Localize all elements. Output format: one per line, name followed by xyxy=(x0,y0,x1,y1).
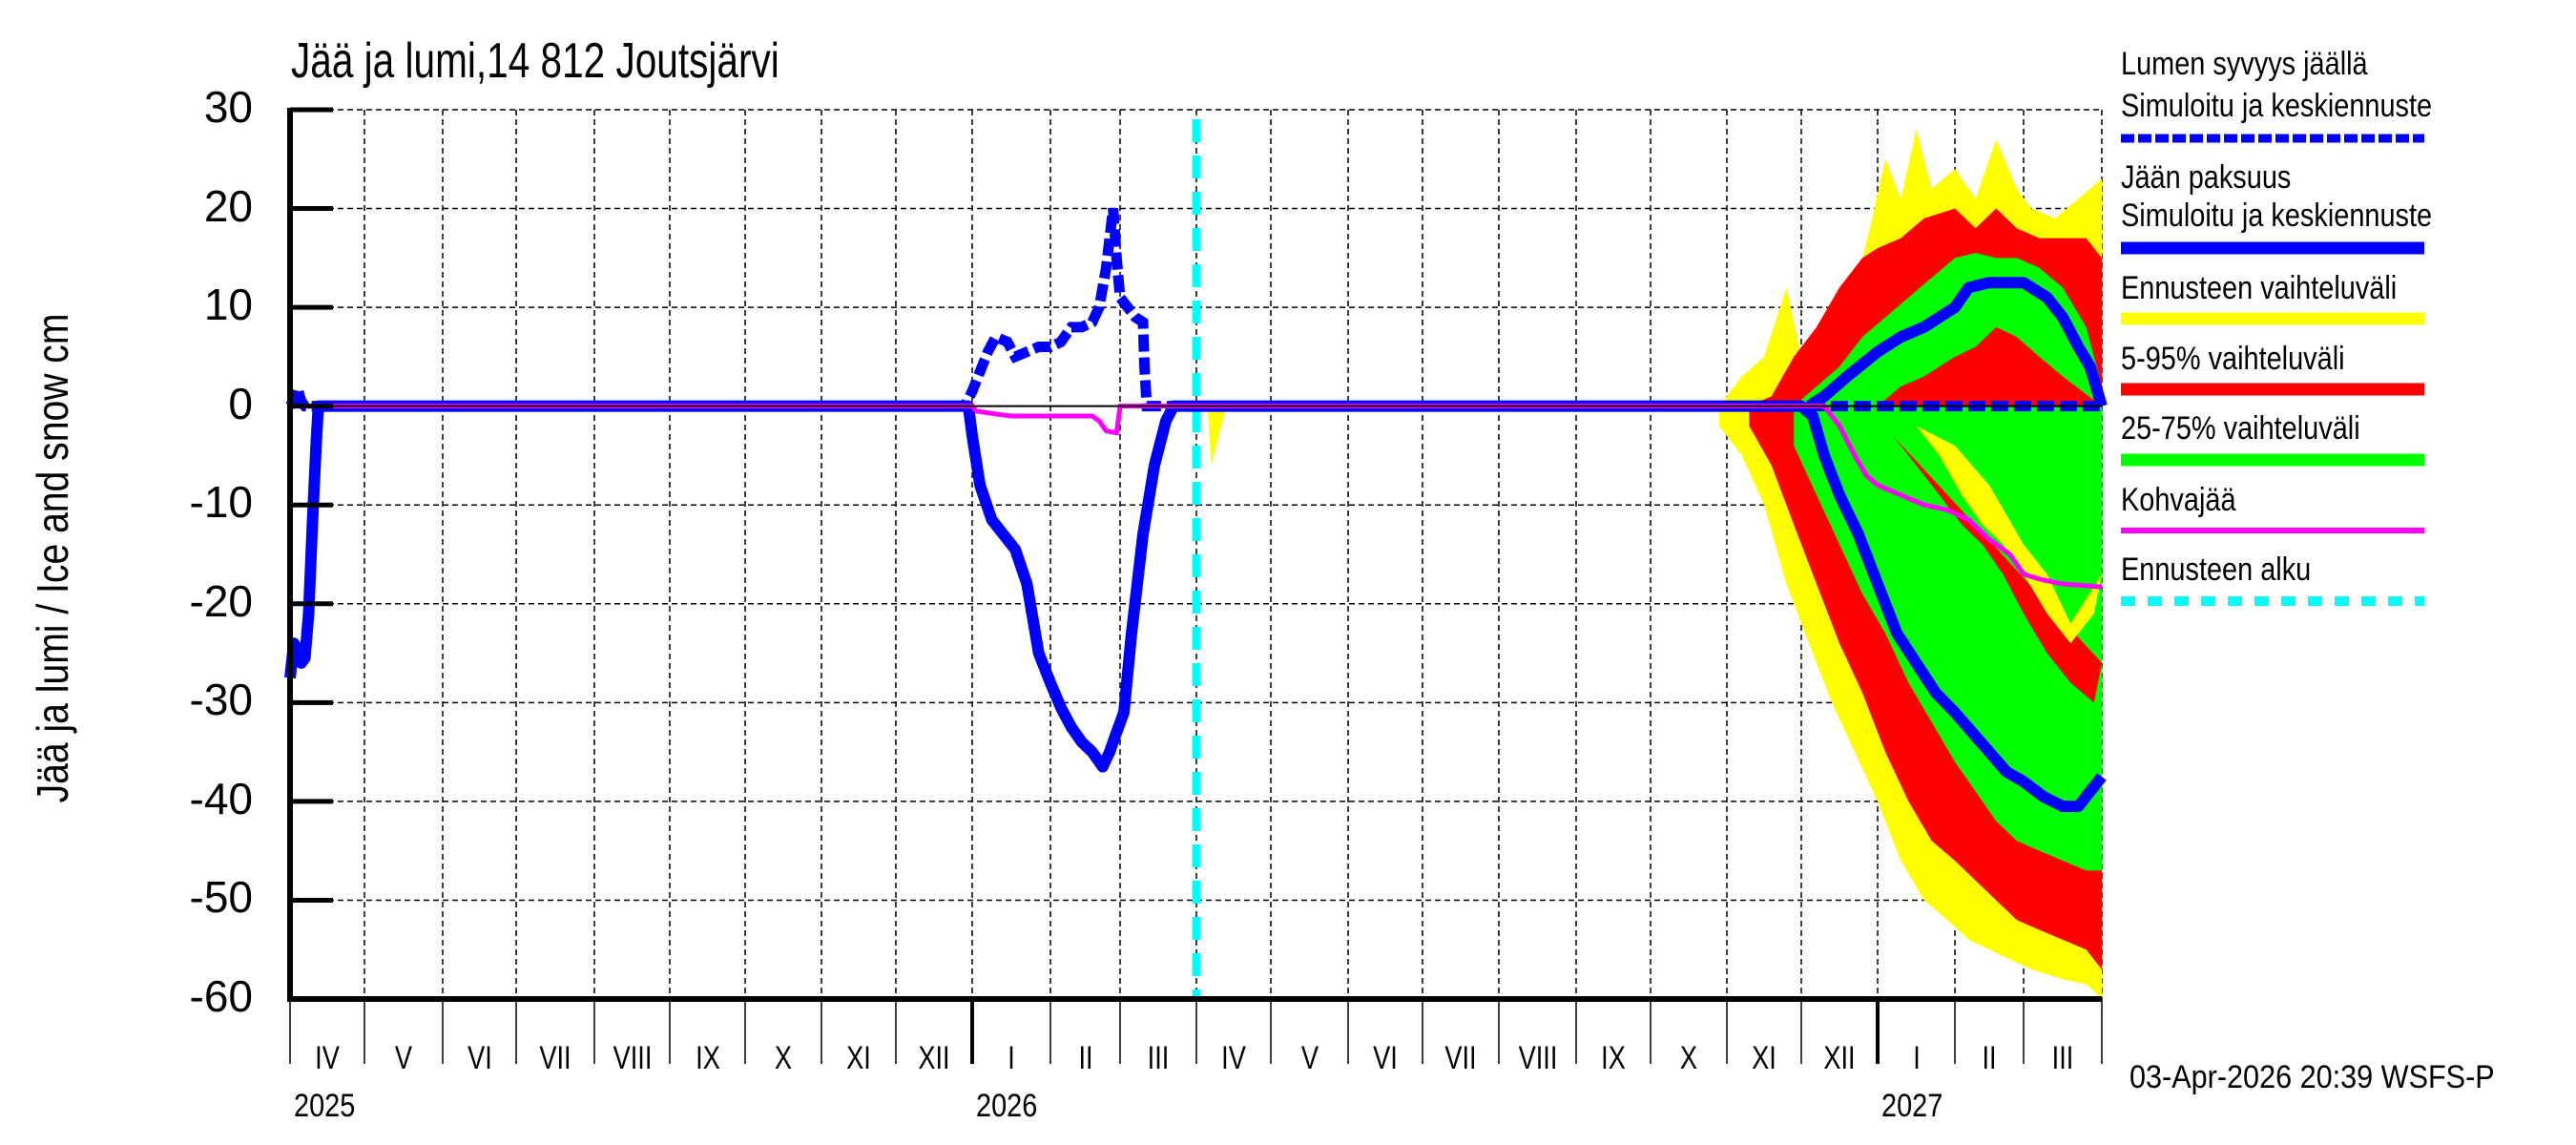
month-label: VII xyxy=(1444,1040,1477,1076)
month-label: IV xyxy=(315,1040,340,1076)
legend-label: 25-75% vaihteluväli xyxy=(2121,410,2360,447)
month-label: I xyxy=(1912,1040,1921,1076)
band-yellow-inner-negative-upper- xyxy=(1916,426,2102,644)
legend-label: Ennusteen alku xyxy=(2121,552,2312,588)
band-early-spring-2026-forecast-spread xyxy=(1207,401,1227,466)
y-tick-label: 0 xyxy=(228,378,253,428)
axes xyxy=(287,107,2103,1064)
month-label: VI xyxy=(467,1040,492,1076)
timestamp: 03-Apr-2026 20:39 WSFS-P xyxy=(2129,1059,2495,1095)
legend-label: Kohvajää xyxy=(2121,482,2236,518)
y-tick-label: -30 xyxy=(189,675,253,725)
year-label: 2027 xyxy=(1881,1088,1943,1124)
month-label: VIII xyxy=(1518,1040,1557,1076)
month-label: X xyxy=(1679,1040,1698,1076)
y-axis-title: Jää ja lumi / Ice and snow cm xyxy=(28,313,77,803)
legend-label: Ennusteen vaihteluväli xyxy=(2121,270,2398,306)
legend-sublabel: Simuloitu ja keskiennuste xyxy=(2121,88,2433,124)
month-label: XII xyxy=(1823,1040,1856,1076)
y-tick-label: 10 xyxy=(203,280,253,330)
month-label: IX xyxy=(1601,1040,1626,1076)
legend-label: 5-95% vaihteluväli xyxy=(2121,341,2345,377)
month-label: III xyxy=(1147,1040,1170,1076)
legend-swatches xyxy=(2121,134,2424,606)
month-label: XII xyxy=(918,1040,950,1076)
ice-forecast-positive-line xyxy=(1805,277,2108,411)
y-tick-label: -50 xyxy=(189,872,253,923)
legend-sublabel: Simuloitu ja keskiennuste xyxy=(2121,198,2433,234)
month-label: III xyxy=(2051,1040,2074,1076)
y-tick-label: 20 xyxy=(203,180,253,231)
band-5-95-inner-positive-side-lower- xyxy=(1878,326,2102,406)
month-label: V xyxy=(394,1040,413,1076)
legend-label: Lumen syvyys jäällä xyxy=(2121,46,2368,82)
month-label: IV xyxy=(1221,1040,1246,1076)
month-label: X xyxy=(774,1040,793,1076)
y-tick-label: -60 xyxy=(189,971,253,1021)
y-tick-label: 30 xyxy=(203,82,253,132)
y-tick-label: -20 xyxy=(189,575,253,626)
month-label: XI xyxy=(846,1040,871,1076)
year-label: 2026 xyxy=(976,1088,1038,1124)
month-label: XI xyxy=(1752,1040,1776,1076)
month-label: IX xyxy=(695,1040,720,1076)
forecast-bands xyxy=(1207,129,2102,999)
year-label: 2025 xyxy=(294,1088,356,1124)
band-25-75-inner-negative-side-upper- xyxy=(1893,435,2102,703)
chart-title: Jää ja lumi,14 812 Joutsjärvi xyxy=(291,33,779,89)
legend-label: Jään paksuus xyxy=(2121,159,2292,196)
month-label: VI xyxy=(1373,1040,1398,1076)
month-label: II xyxy=(1077,1040,1093,1076)
y-tick-label: -40 xyxy=(189,773,253,823)
month-label: VIII xyxy=(613,1040,652,1076)
month-label: II xyxy=(1982,1040,1997,1076)
month-label: VII xyxy=(539,1040,571,1076)
y-tick-label: -10 xyxy=(189,477,253,528)
month-label: I xyxy=(1008,1040,1015,1076)
kohvajaa-line xyxy=(290,404,2103,590)
month-label: V xyxy=(1300,1040,1319,1076)
